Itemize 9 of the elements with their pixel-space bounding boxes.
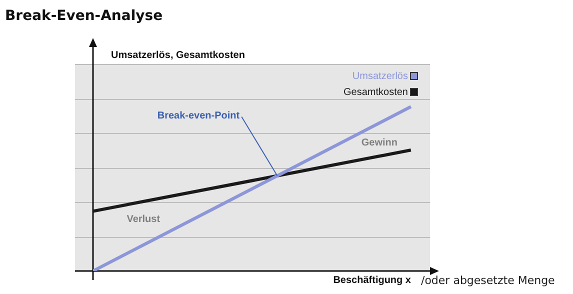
annotation: Gewinn: [361, 137, 398, 148]
text: /oder abgesetzte Menge: [421, 274, 555, 287]
y-axis-title: Umsatzerlös, Gesamtkosten: [111, 50, 245, 61]
legend-label: Umsatzerlös: [352, 71, 408, 82]
annotation: Break-even-Point: [157, 110, 240, 122]
chart-title: Break-Even-Analyse: [5, 8, 163, 24]
x-axis-title: Beschäftigung x: [333, 275, 411, 286]
legend-label: Gesamtkosten: [344, 87, 408, 98]
annotation: Verlust: [126, 214, 161, 225]
